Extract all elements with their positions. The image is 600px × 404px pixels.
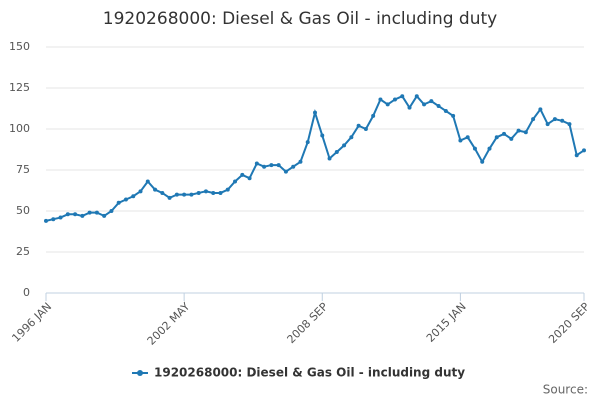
- x-tick-label: 2015 JAN: [424, 300, 469, 345]
- point: [58, 215, 63, 220]
- point: [276, 163, 281, 168]
- point: [218, 190, 223, 195]
- point: [196, 190, 201, 195]
- y-tick-label: 100: [9, 122, 30, 135]
- point: [480, 159, 485, 164]
- point: [269, 163, 274, 168]
- legend-marker: [137, 370, 143, 376]
- y-tick-label: 75: [16, 163, 30, 176]
- point: [262, 164, 267, 169]
- point: [363, 127, 368, 131]
- x-tick-label: 2002 MAY: [145, 300, 193, 348]
- point: [371, 113, 376, 118]
- point: [487, 146, 492, 151]
- point: [305, 140, 310, 145]
- point: [211, 190, 216, 195]
- chart-title: 1920268000: Diesel & Gas Oil - including…: [103, 9, 497, 29]
- point: [429, 99, 434, 104]
- point: [574, 153, 579, 158]
- point: [531, 117, 536, 122]
- x-tick-label: 2020 SEP: [546, 300, 592, 346]
- point: [160, 190, 165, 195]
- point: [414, 94, 419, 99]
- point: [582, 148, 586, 153]
- point: [247, 176, 252, 181]
- point: [51, 217, 56, 222]
- point: [342, 143, 347, 148]
- y-tick-label: 150: [9, 40, 30, 53]
- point: [291, 164, 296, 169]
- point: [145, 179, 150, 184]
- source: Source:: [543, 383, 588, 397]
- point: [189, 192, 194, 197]
- legend-label: 1920268000: Diesel & Gas Oil - including…: [154, 366, 465, 380]
- point: [80, 213, 85, 218]
- point: [509, 136, 514, 141]
- point: [44, 218, 48, 223]
- point: [349, 135, 354, 140]
- point: [65, 212, 70, 217]
- x-tick-label: 2008 SEP: [285, 300, 331, 346]
- point: [153, 187, 158, 192]
- point: [422, 102, 427, 107]
- point: [73, 212, 78, 217]
- point: [334, 149, 339, 154]
- point: [174, 192, 179, 197]
- point: [356, 123, 361, 128]
- point: [94, 210, 99, 215]
- point: [320, 133, 325, 138]
- point: [465, 135, 470, 140]
- point: [502, 131, 507, 136]
- point: [378, 97, 383, 102]
- point: [131, 194, 136, 199]
- point: [523, 130, 528, 135]
- point: [225, 187, 230, 192]
- point: [567, 122, 572, 127]
- series-line: [45, 94, 585, 222]
- point: [443, 108, 448, 113]
- point: [327, 156, 332, 161]
- point: [167, 195, 172, 200]
- point: [400, 94, 405, 99]
- point: [560, 118, 565, 123]
- point: [407, 105, 412, 110]
- point: [385, 102, 390, 107]
- point: [240, 172, 245, 177]
- point: [494, 135, 499, 140]
- y-tick-label: 50: [16, 204, 30, 217]
- point: [203, 189, 208, 194]
- point: [123, 197, 128, 202]
- point: [458, 138, 463, 143]
- y-tick-label: 0: [23, 286, 30, 299]
- point: [298, 159, 303, 164]
- point: [102, 213, 107, 218]
- x-tick-label: 1996 JAN: [9, 300, 54, 345]
- point: [116, 200, 121, 205]
- point: [552, 117, 557, 122]
- y-tick-label: 25: [16, 245, 30, 258]
- point: [283, 169, 288, 174]
- point: [516, 128, 521, 133]
- point: [87, 210, 92, 215]
- point: [472, 146, 477, 151]
- point: [138, 189, 143, 194]
- point: [233, 179, 238, 184]
- point: [451, 113, 456, 118]
- point: [313, 110, 317, 115]
- point: [538, 107, 543, 112]
- point: [545, 122, 550, 127]
- point: [392, 97, 397, 102]
- point: [182, 192, 187, 197]
- point: [109, 209, 114, 213]
- point: [436, 104, 441, 109]
- point: [254, 161, 259, 166]
- y-tick-label: 125: [9, 81, 30, 94]
